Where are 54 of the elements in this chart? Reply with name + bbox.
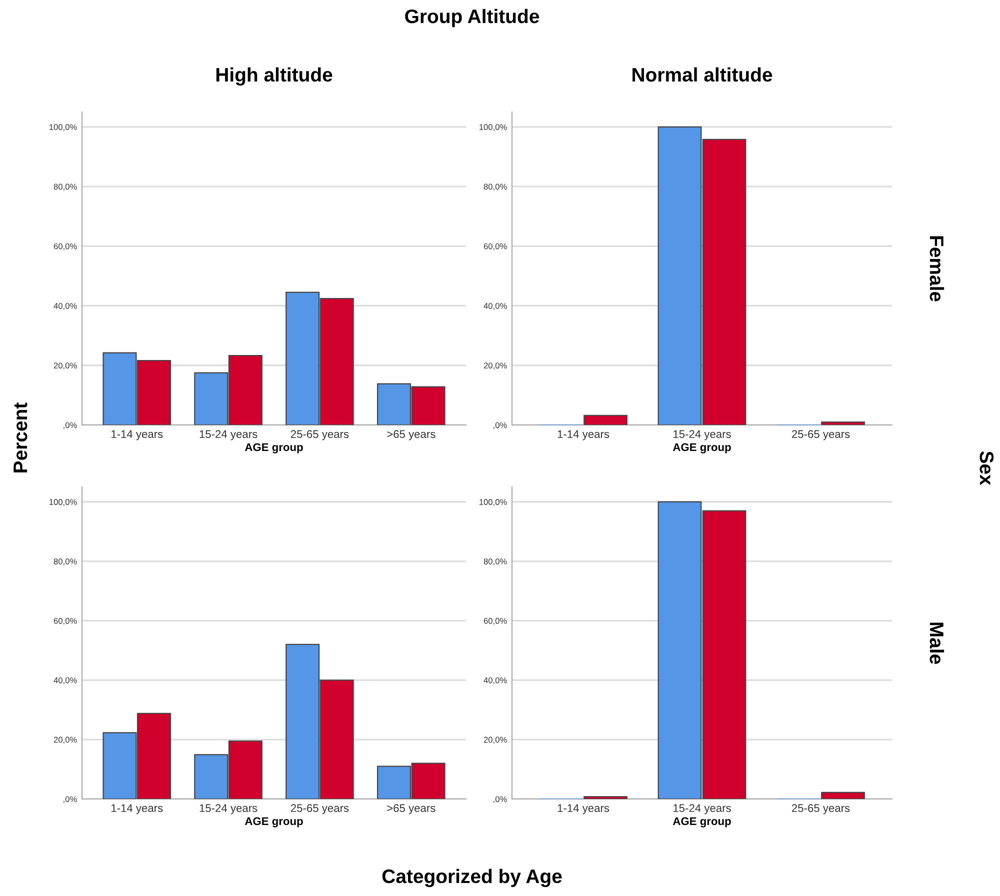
x-tick-label: 15-24 years: [674, 804, 731, 814]
y-tick-label: 100,0%: [50, 124, 77, 131]
text: Group Altitude: [405, 8, 540, 28]
y-tick-label: 80,0%: [484, 558, 507, 566]
x-tick-label: >65 years: [387, 804, 436, 814]
y-tick-label: 20,0%: [54, 736, 77, 744]
y-tick-label: 60,0%: [54, 243, 77, 250]
y-tick-label: 100,0%: [480, 124, 507, 131]
x-tick-label: 25-65 years: [792, 804, 850, 814]
x-axis-title: AGE group: [244, 443, 303, 454]
y-tick-label: 60,0%: [54, 618, 77, 625]
x-tick-label: 1-14 years: [111, 430, 163, 440]
x-tick-label: 25-65 years: [290, 804, 349, 814]
y-tick-label: 80,0%: [54, 184, 77, 191]
x-tick-label: 1-14 years: [111, 804, 163, 814]
text: Male: [930, 622, 944, 664]
y-tick-label: 20,0%: [484, 736, 507, 744]
bar: [821, 792, 865, 799]
chart-title: High altitude: [216, 67, 332, 86]
y-tick-label: 20,0%: [54, 362, 77, 370]
y-tick-label: ,0%: [64, 422, 77, 430]
x-tick-label: 15-24 years: [200, 430, 258, 440]
y-tick-label: 20,0%: [484, 362, 507, 370]
y-tick-label: 40,0%: [484, 677, 507, 684]
chart-title: Normal altitude: [632, 67, 772, 82]
y-tick-label: ,0%: [494, 796, 507, 804]
x-axis-title: AGE group: [672, 443, 731, 454]
text: Sex: [980, 451, 994, 486]
bar: [584, 414, 628, 425]
y-tick-label: ,0%: [64, 796, 77, 804]
x-tick-label: >65 years: [387, 430, 436, 440]
x-tick-label: 1-14 years: [558, 804, 610, 814]
x-tick-label: 15-24 years: [674, 430, 731, 440]
y-tick-label: 100,0%: [50, 499, 77, 506]
x-tick-label: 1-14 years: [558, 430, 610, 440]
y-tick-label: 40,0%: [484, 302, 507, 310]
x-axis-title: AGE group: [672, 817, 731, 828]
y-tick-label: 80,0%: [54, 558, 77, 566]
bar: [821, 421, 865, 425]
x-tick-label: 25-65 years: [792, 430, 850, 440]
text: Female: [930, 236, 944, 302]
y-tick-label: 80,0%: [484, 184, 507, 191]
y-tick-label: 60,0%: [484, 243, 507, 250]
y-tick-label: 100,0%: [480, 499, 507, 506]
x-axis-title: AGE group: [244, 817, 303, 828]
x-tick-label: 25-65 years: [290, 430, 349, 440]
y-tick-label: 40,0%: [54, 302, 77, 310]
y-tick-label: ,0%: [494, 422, 507, 430]
x-tick-label: 15-24 years: [200, 804, 258, 814]
bar: [584, 796, 628, 799]
y-tick-label: 40,0%: [54, 677, 77, 684]
text: Categorized by Age: [382, 868, 562, 888]
y-tick-label: 60,0%: [484, 618, 507, 625]
text: Percent: [14, 402, 28, 472]
